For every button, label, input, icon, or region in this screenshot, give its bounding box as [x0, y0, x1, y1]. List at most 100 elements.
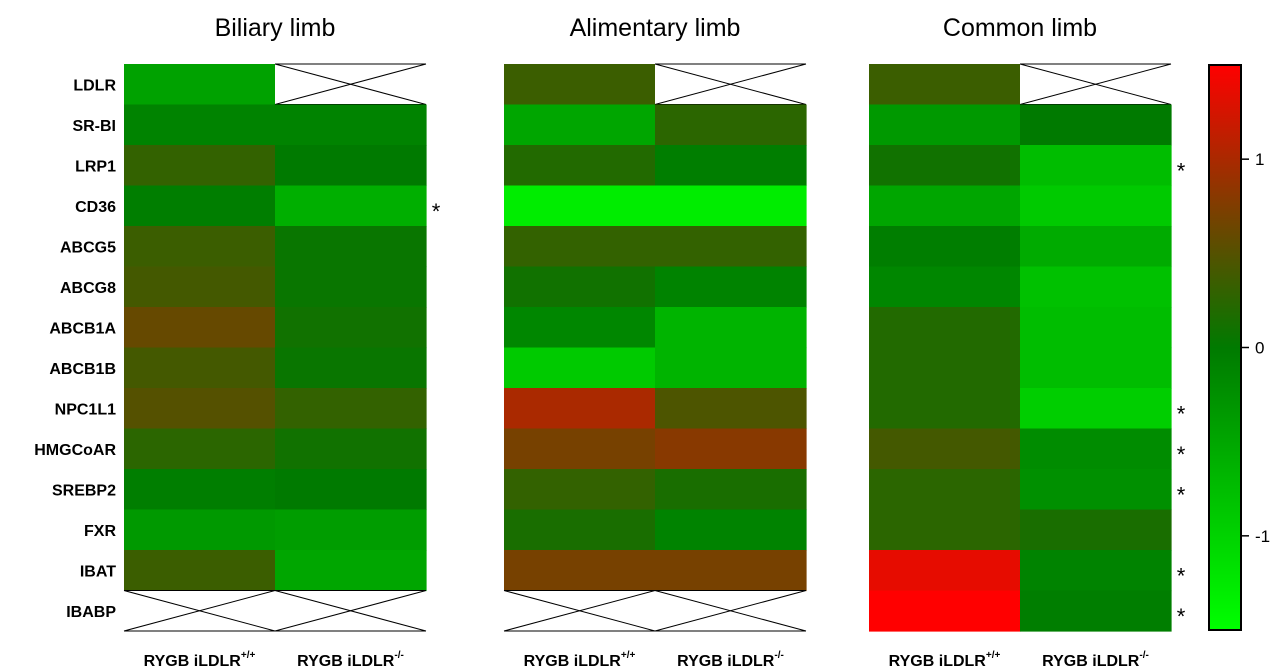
heatmap-cell: [275, 469, 427, 511]
heatmap-cell: [124, 550, 276, 592]
significance-marker: *: [1177, 604, 1186, 629]
heatmap-cell: [504, 509, 656, 551]
column-label: RYGB iLDLR+/+: [144, 650, 256, 670]
panel-title: Common limb: [943, 14, 1097, 42]
heatmap-cell: [1020, 469, 1172, 511]
heatmap-cell: [124, 266, 276, 308]
heatmap-cell: [275, 145, 427, 187]
heatmap-cell: [655, 104, 807, 146]
heatmap-cell: [1020, 307, 1172, 349]
heatmap-cell: [655, 266, 807, 308]
heatmap-cell: [655, 307, 807, 349]
heatmap-cell: [504, 347, 656, 389]
missing-cell: [654, 63, 807, 105]
heatmap-cell: [1020, 509, 1172, 551]
missing-cell: [274, 63, 427, 105]
color-scale-gradient: [1208, 64, 1242, 631]
heatmap-cell: [1020, 550, 1172, 592]
heatmap-cell: [869, 590, 1021, 632]
heatmap-cell: [655, 428, 807, 470]
heatmap-cell: [504, 104, 656, 146]
heatmap-cell: [124, 64, 276, 106]
significance-marker: *: [432, 199, 441, 224]
heatmap-cell: [504, 388, 656, 430]
heatmap-cell: [504, 226, 656, 268]
gene-label: ABCB1A: [49, 320, 116, 337]
heatmap-cell: [655, 469, 807, 511]
heatmap-panels: Biliary limb * RYGB iLDLR+/+ RYGB iLDLR-/- A…: [123, 14, 1186, 670]
heatmap-cell: [275, 388, 427, 430]
panel-title: Biliary limb: [215, 14, 336, 42]
panel-alimentary-limb: Alimentary limb RYGB iLDLR+/+ RYGB iLDLR-/…: [503, 14, 807, 670]
heatmap-cell: [869, 307, 1021, 349]
gene-label: SR-BI: [72, 118, 116, 135]
heatmap-cell: [655, 347, 807, 389]
heatmap-cell: [869, 145, 1021, 187]
heatmap-cell: [869, 388, 1021, 430]
significance-marker: *: [1177, 442, 1186, 467]
heatmap-cell: [655, 509, 807, 551]
gene-label: NPC1L1: [55, 401, 116, 418]
heatmap-cell: [275, 428, 427, 470]
gene-label: LRP1: [75, 158, 116, 175]
heatmap-cell: [124, 428, 276, 470]
gene-label: LDLR: [73, 77, 116, 94]
heatmap-cell: [504, 185, 656, 227]
gene-label: HMGCoAR: [34, 442, 116, 459]
heatmap-cell: [124, 104, 276, 146]
missing-cell: [123, 590, 276, 632]
heatmap-cell: [124, 185, 276, 227]
gene-label: CD36: [75, 199, 116, 216]
heatmap-cell: [504, 145, 656, 187]
panel-common-limb: Common limb * * * * * * RYGB iLDLR+/+ RYGB iLDLR…: [869, 14, 1186, 670]
heatmap-cell: [1020, 388, 1172, 430]
missing-cell: [654, 590, 807, 632]
missing-cell: [503, 590, 656, 632]
significance-marker: *: [1177, 401, 1186, 426]
heatmap-cell: [869, 266, 1021, 308]
heatmap-cell: [124, 509, 276, 551]
gene-label: SREBP2: [52, 482, 116, 499]
heatmap-cell: [275, 307, 427, 349]
significance-marker: *: [1177, 158, 1186, 183]
gene-label: IBABP: [66, 604, 116, 621]
column-label: RYGB iLDLR+/+: [524, 650, 636, 670]
heatmap-cell: [124, 347, 276, 389]
heatmap-cell: [504, 469, 656, 511]
heatmap-cell: [655, 145, 807, 187]
heatmap-cell: [869, 550, 1021, 592]
heatmap-cell: [655, 550, 807, 592]
gene-label: ABCG8: [60, 280, 116, 297]
color-scale-tick-label: 1: [1255, 150, 1264, 169]
heatmap-cell: [275, 104, 427, 146]
heatmap-cell: [1020, 590, 1172, 632]
column-label: RYGB iLDLR-/-: [1042, 650, 1149, 670]
gene-row-labels: LDLR SR-BI LRP1 CD36 ABCG5 ABCG8 ABCB1A ABCB1B N…: [34, 77, 116, 621]
column-label: RYGB iLDLR+/+: [889, 650, 1001, 670]
missing-cell: [1019, 63, 1172, 105]
heatmap-cell: [275, 347, 427, 389]
heatmap-cell: [1020, 347, 1172, 389]
heatmap-cell: [655, 388, 807, 430]
heatmap-cell: [275, 226, 427, 268]
heatmap-cell: [275, 185, 427, 227]
gene-label: IBAT: [80, 563, 116, 580]
heatmap-cell: [275, 266, 427, 308]
heatmap-cell: [1020, 226, 1172, 268]
heatmap-cell: [869, 226, 1021, 268]
color-scale-tick-label: -1: [1255, 527, 1270, 546]
heatmap-cell: [869, 428, 1021, 470]
panel-title: Alimentary limb: [570, 14, 741, 42]
gene-label: FXR: [84, 523, 116, 540]
column-label: RYGB iLDLR-/-: [297, 650, 404, 670]
significance-marker: *: [1177, 482, 1186, 507]
heatmap-cell: [1020, 185, 1172, 227]
color-scale-tick-label: 0: [1255, 339, 1264, 358]
heatmap-cell: [1020, 145, 1172, 187]
heatmap-cell: [1020, 266, 1172, 308]
heatmap-cell: [504, 428, 656, 470]
heatmap-cell: [275, 509, 427, 551]
heatmap-cell: [869, 469, 1021, 511]
heatmap-cell: [1020, 104, 1172, 146]
heatmap-cell: [869, 104, 1021, 146]
